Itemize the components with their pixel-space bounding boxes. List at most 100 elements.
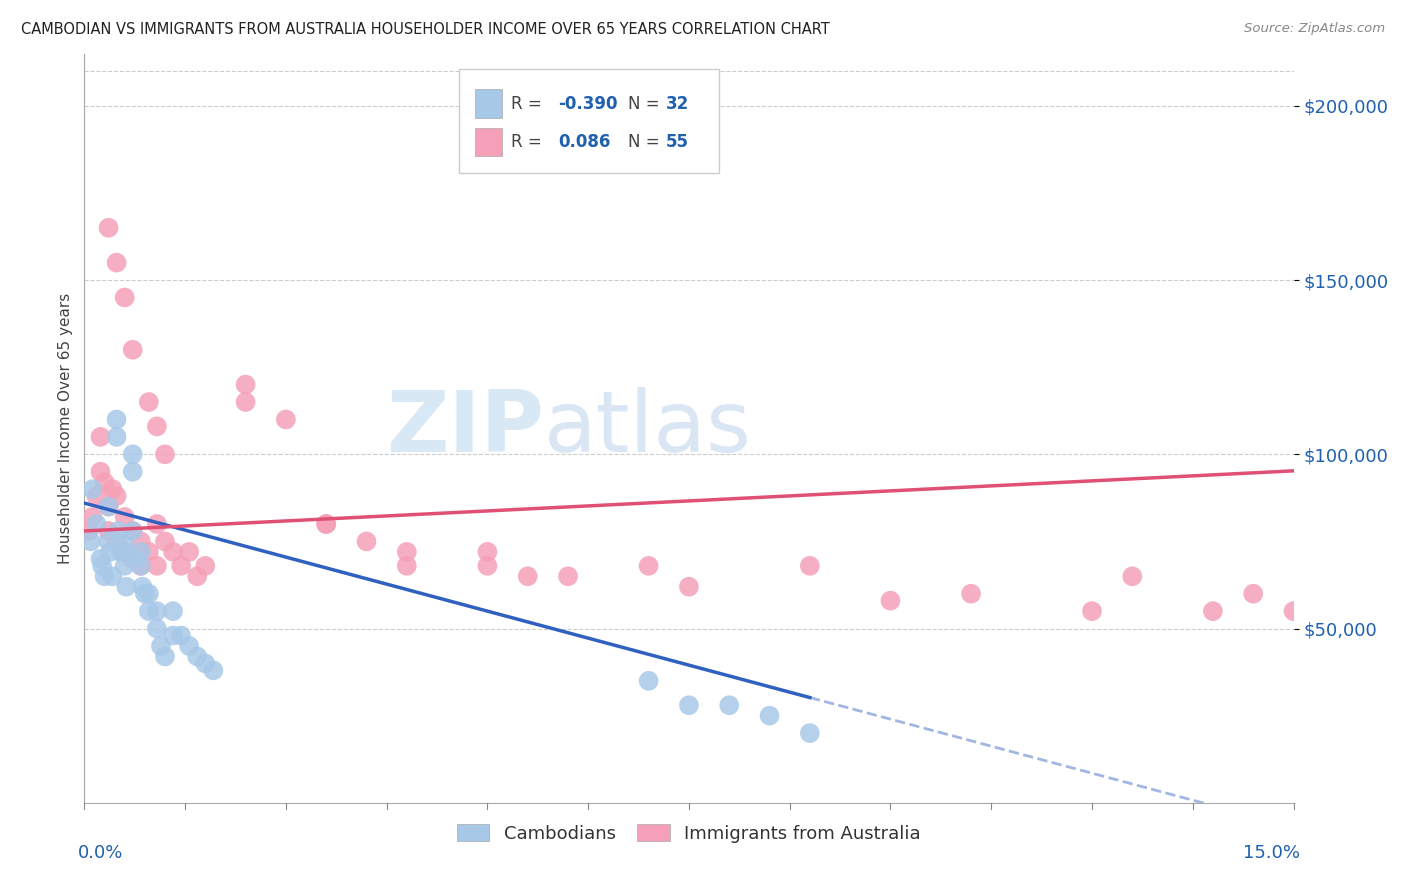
Text: N =: N =: [628, 133, 665, 151]
Legend: Cambodians, Immigrants from Australia: Cambodians, Immigrants from Australia: [450, 817, 928, 850]
Point: [274, 412, 297, 426]
Point: [124, 552, 146, 566]
Point: [82, 482, 104, 496]
Y-axis label: Householder Income Over 65 years: Householder Income Over 65 years: [58, 293, 73, 564]
Point: [678, 698, 700, 713]
Point: [235, 395, 257, 409]
Text: N =: N =: [628, 95, 665, 112]
Point: [395, 558, 418, 573]
Point: [101, 482, 124, 496]
Point: [114, 290, 136, 304]
Point: [91, 558, 114, 573]
Text: 55: 55: [666, 133, 689, 151]
Point: [1081, 604, 1104, 618]
Point: [89, 552, 111, 566]
Point: [315, 516, 337, 531]
Point: [121, 524, 143, 538]
Point: [356, 534, 378, 549]
Point: [799, 558, 821, 573]
Bar: [475, 128, 502, 156]
Point: [637, 558, 659, 573]
Bar: [475, 89, 502, 118]
Text: 32: 32: [666, 95, 689, 112]
Point: [115, 580, 138, 594]
Point: [110, 545, 132, 559]
Point: [1241, 587, 1264, 601]
Point: [799, 726, 821, 740]
Point: [107, 524, 129, 538]
Text: ZIP: ZIP: [387, 386, 544, 470]
Point: [162, 604, 184, 618]
Point: [105, 412, 128, 426]
Point: [89, 430, 111, 444]
Point: [77, 524, 100, 538]
Text: 0.0%: 0.0%: [79, 844, 124, 862]
Point: [114, 545, 136, 559]
Point: [80, 534, 103, 549]
Text: R =: R =: [512, 133, 547, 151]
FancyBboxPatch shape: [460, 69, 720, 173]
Point: [114, 545, 136, 559]
Point: [557, 569, 579, 583]
Point: [235, 377, 257, 392]
Point: [121, 447, 143, 461]
Point: [146, 516, 169, 531]
Text: R =: R =: [512, 95, 547, 112]
Point: [121, 524, 143, 538]
Point: [121, 552, 143, 566]
Point: [105, 430, 128, 444]
Point: [1202, 604, 1225, 618]
Point: [146, 604, 169, 618]
Text: CAMBODIAN VS IMMIGRANTS FROM AUSTRALIA HOUSEHOLDER INCOME OVER 65 YEARS CORRELAT: CAMBODIAN VS IMMIGRANTS FROM AUSTRALIA H…: [21, 22, 830, 37]
Point: [105, 534, 128, 549]
Point: [86, 516, 108, 531]
Point: [179, 545, 201, 559]
Point: [86, 489, 108, 503]
Point: [129, 545, 152, 559]
Point: [146, 419, 169, 434]
Text: Source: ZipAtlas.com: Source: ZipAtlas.com: [1244, 22, 1385, 36]
Point: [105, 489, 128, 503]
Point: [186, 649, 208, 664]
Point: [170, 628, 193, 642]
Point: [82, 510, 104, 524]
Point: [153, 534, 176, 549]
Point: [138, 545, 160, 559]
Point: [477, 558, 499, 573]
Point: [1121, 569, 1143, 583]
Point: [121, 343, 143, 357]
Point: [960, 587, 983, 601]
Point: [114, 558, 136, 573]
Point: [153, 447, 176, 461]
Point: [395, 545, 418, 559]
Point: [194, 558, 217, 573]
Point: [97, 524, 120, 538]
Point: [138, 587, 160, 601]
Text: 15.0%: 15.0%: [1243, 844, 1299, 862]
Point: [105, 255, 128, 269]
Point: [179, 639, 201, 653]
Point: [97, 534, 120, 549]
Point: [129, 534, 152, 549]
Text: atlas: atlas: [544, 386, 752, 470]
Text: 0.086: 0.086: [558, 133, 610, 151]
Point: [97, 500, 120, 514]
Point: [89, 465, 111, 479]
Point: [138, 604, 160, 618]
Point: [101, 569, 124, 583]
Point: [138, 395, 160, 409]
Point: [97, 500, 120, 514]
Point: [1282, 604, 1305, 618]
Point: [162, 628, 184, 642]
Point: [477, 545, 499, 559]
Point: [93, 569, 115, 583]
Point: [131, 580, 153, 594]
Point: [202, 664, 225, 678]
Point: [98, 545, 121, 559]
Point: [146, 622, 169, 636]
Point: [134, 587, 156, 601]
Point: [170, 558, 193, 573]
Point: [153, 649, 176, 664]
Point: [97, 220, 120, 235]
Point: [315, 516, 337, 531]
